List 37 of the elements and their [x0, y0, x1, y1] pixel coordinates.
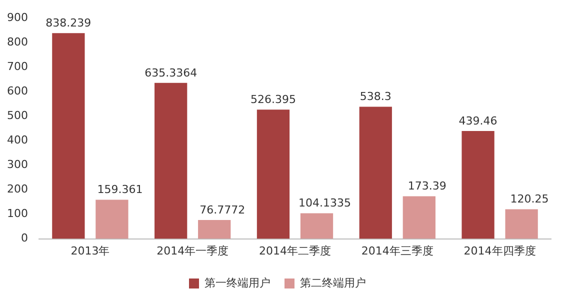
bar — [300, 213, 334, 239]
data-label: 439.46 — [458, 114, 498, 128]
data-label: 538.3 — [360, 90, 392, 104]
bar — [505, 209, 538, 239]
data-label: 76.7772 — [200, 203, 246, 216]
y-tick-label: 200 — [6, 182, 28, 196]
y-tick-label: 100 — [6, 207, 28, 220]
bar — [462, 130, 494, 239]
y-tick-label: 700 — [6, 60, 28, 73]
x-tick-label: 2014年四季度 — [464, 244, 536, 258]
bar — [198, 220, 231, 239]
legend-label: 第二终端用户 — [300, 276, 366, 290]
bar — [402, 196, 436, 239]
y-tick-label: 600 — [6, 84, 28, 98]
data-label: 526.395 — [250, 93, 296, 106]
legend-label: 第一终端用户 — [204, 276, 270, 290]
y-tick-label: 400 — [6, 134, 28, 147]
bar — [52, 33, 85, 239]
bar — [359, 106, 392, 239]
y-tick-label: 300 — [6, 158, 28, 172]
y-tick-label: 0 — [20, 232, 28, 245]
data-label: 159.361 — [97, 183, 143, 196]
y-tick-label: 800 — [6, 35, 28, 48]
y-tick-label: 900 — [6, 10, 28, 24]
data-label: 173.39 — [408, 180, 446, 193]
x-tick-label: 2014年二季度 — [259, 244, 331, 258]
x-tick-label: 2014年一季度 — [156, 244, 229, 258]
data-label: 635.3364 — [144, 66, 198, 80]
x-tick-label: 2013年 — [70, 244, 110, 258]
bar — [96, 200, 128, 239]
bar — [256, 110, 290, 239]
x-tick-label: 2014年三季度 — [361, 244, 434, 258]
data-label: 120.25 — [510, 192, 549, 206]
data-label: 104.1335 — [298, 196, 352, 210]
data-label: 838.239 — [46, 16, 92, 30]
bar — [154, 82, 188, 239]
y-tick-label: 500 — [6, 108, 28, 122]
